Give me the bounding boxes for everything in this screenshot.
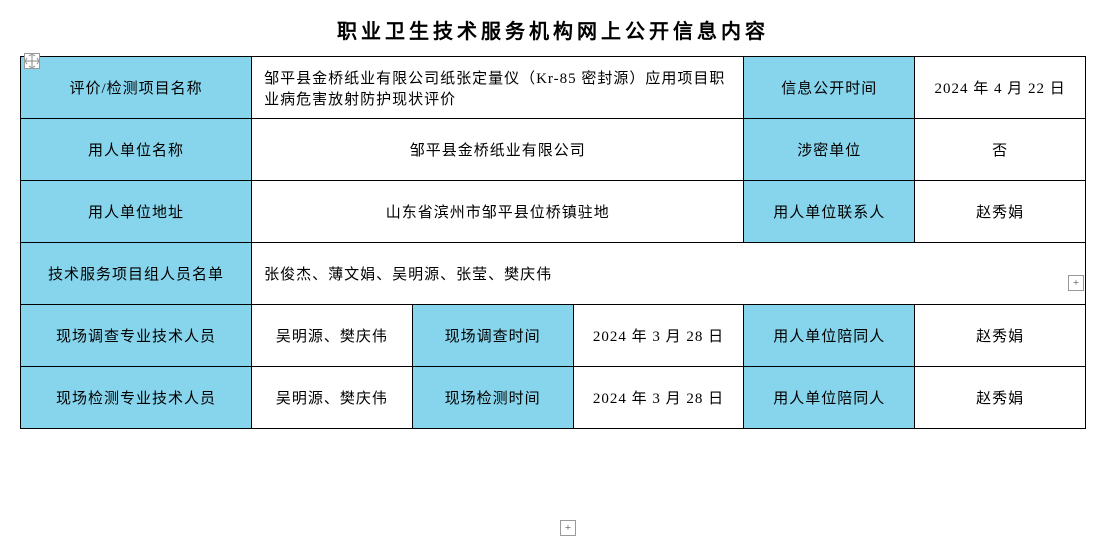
resize-right-icon[interactable]: + — [1068, 275, 1084, 291]
value-detect-escort: 赵秀娟 — [915, 367, 1086, 429]
label-detect-staff: 现场检测专业技术人员 — [21, 367, 252, 429]
value-survey-time: 2024 年 3 月 28 日 — [573, 305, 744, 367]
value-survey-escort: 赵秀娟 — [915, 305, 1086, 367]
value-contact-person: 赵秀娟 — [915, 181, 1086, 243]
value-detect-staff: 吴明源、樊庆伟 — [252, 367, 413, 429]
label-detect-time: 现场检测时间 — [412, 367, 573, 429]
label-team-members: 技术服务项目组人员名单 — [21, 243, 252, 305]
label-contact-person: 用人单位联系人 — [744, 181, 915, 243]
value-employer-name: 邹平县金桥纸业有限公司 — [252, 119, 744, 181]
label-survey-time: 现场调查时间 — [412, 305, 573, 367]
table-row: 现场检测专业技术人员 吴明源、樊庆伟 现场检测时间 2024 年 3 月 28 … — [21, 367, 1086, 429]
value-detect-time: 2024 年 3 月 28 日 — [573, 367, 744, 429]
label-survey-escort: 用人单位陪同人 — [744, 305, 915, 367]
label-secret-unit: 涉密单位 — [744, 119, 915, 181]
table-row: 技术服务项目组人员名单 张俊杰、薄文娟、吴明源、张莹、樊庆伟 — [21, 243, 1086, 305]
resize-bottom-icon[interactable]: + — [560, 520, 576, 536]
value-employer-address: 山东省滨州市邹平县位桥镇驻地 — [252, 181, 744, 243]
value-team-members: 张俊杰、薄文娟、吴明源、张莹、樊庆伟 — [252, 243, 1086, 305]
value-survey-staff: 吴明源、樊庆伟 — [252, 305, 413, 367]
table-row: 用人单位地址 山东省滨州市邹平县位桥镇驻地 用人单位联系人 赵秀娟 — [21, 181, 1086, 243]
value-secret-unit: 否 — [915, 119, 1086, 181]
label-employer-name: 用人单位名称 — [21, 119, 252, 181]
info-table: 评价/检测项目名称 邹平县金桥纸业有限公司纸张定量仪（Kr-85 密封源）应用项… — [20, 56, 1086, 429]
label-survey-staff: 现场调查专业技术人员 — [21, 305, 252, 367]
value-publish-time: 2024 年 4 月 22 日 — [915, 57, 1086, 119]
table-handle-icon[interactable] — [24, 53, 40, 69]
table-row: 用人单位名称 邹平县金桥纸业有限公司 涉密单位 否 — [21, 119, 1086, 181]
page-title: 职业卫生技术服务机构网上公开信息内容 — [20, 15, 1086, 44]
label-publish-time: 信息公开时间 — [744, 57, 915, 119]
table-row: 现场调查专业技术人员 吴明源、樊庆伟 现场调查时间 2024 年 3 月 28 … — [21, 305, 1086, 367]
label-detect-escort: 用人单位陪同人 — [744, 367, 915, 429]
label-employer-address: 用人单位地址 — [21, 181, 252, 243]
label-project-name: 评价/检测项目名称 — [21, 57, 252, 119]
table-row: 评价/检测项目名称 邹平县金桥纸业有限公司纸张定量仪（Kr-85 密封源）应用项… — [21, 57, 1086, 119]
value-project-name: 邹平县金桥纸业有限公司纸张定量仪（Kr-85 密封源）应用项目职业病危害放射防护… — [252, 57, 744, 119]
